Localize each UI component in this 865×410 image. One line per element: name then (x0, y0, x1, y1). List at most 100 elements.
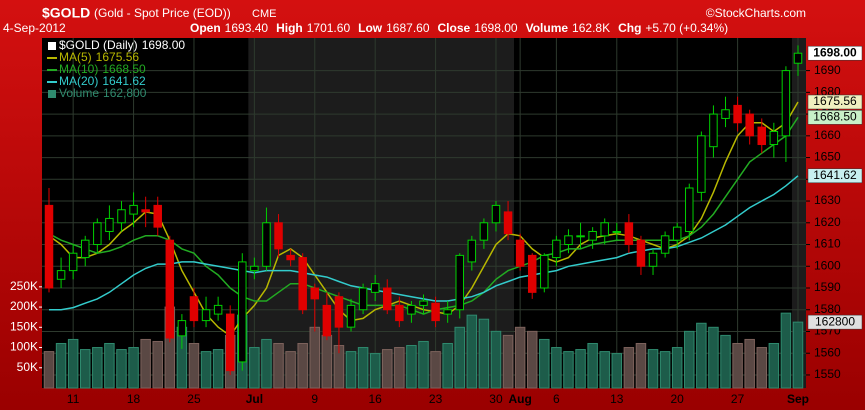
legend-value: 1668.50 (102, 62, 146, 76)
candle-body (346, 304, 356, 328)
volume-bar (780, 312, 792, 389)
legend-swatch (48, 42, 56, 50)
candle-body (407, 304, 416, 315)
volume-bar (309, 326, 321, 389)
value-tag (807, 110, 863, 125)
volume-bar (369, 353, 381, 389)
candle-body (467, 239, 477, 263)
x-tick-label: Sep (787, 392, 809, 406)
x-tick-label: 18 (127, 392, 141, 406)
volume-bar (249, 347, 260, 389)
x-tick-label: 30 (489, 392, 503, 406)
volume-bar (744, 338, 755, 389)
volume-bar (587, 342, 598, 389)
volume-bar (321, 334, 333, 389)
candle-body (334, 296, 344, 328)
volume-bar (188, 342, 200, 389)
quote-value: 1687.60 (386, 21, 430, 35)
volume-bar (539, 338, 550, 389)
candle-body (310, 287, 320, 300)
legend-entry: MA(20) 1641.62 (59, 74, 146, 88)
volume-bar (720, 334, 731, 389)
volume-bar (418, 340, 429, 389)
candle-body (564, 235, 573, 246)
value-tag-label: 1698.00 (813, 45, 857, 59)
volume-bar (563, 351, 574, 389)
value-tag-label: 162800 (815, 314, 855, 328)
y-tick-label: 1660 (814, 128, 841, 142)
candle-body (793, 52, 803, 64)
exchange: CME (252, 8, 276, 20)
quote-label: High (276, 21, 303, 35)
candle-body (177, 320, 187, 337)
legend-value: 162,800 (103, 86, 147, 100)
candle-body (552, 239, 561, 259)
candle-body (491, 204, 501, 224)
legend-entry: MA(10) 1668.50 (59, 62, 146, 76)
volume-bar (67, 338, 79, 389)
volume-bar (756, 347, 768, 389)
candle-body (225, 313, 235, 372)
candle-body (68, 252, 78, 272)
candle-body (141, 209, 150, 213)
volume-bar (79, 349, 91, 389)
volume-bar (345, 351, 357, 389)
candle-body (781, 70, 791, 137)
volume-bar (454, 326, 465, 389)
volume-bar (261, 338, 272, 389)
candle-body (697, 135, 706, 193)
candle-body (105, 217, 114, 232)
volume-bar (212, 349, 224, 389)
chart-subtitle: (Gold - Spot Price (EOD)) (94, 6, 231, 20)
candle-body (685, 187, 694, 232)
volume-bar (792, 321, 804, 389)
legend-value: 1641.62 (102, 74, 146, 88)
candle-body (322, 304, 332, 337)
volume-bar (430, 351, 441, 389)
candle-body (757, 126, 767, 146)
candle-body (588, 230, 597, 241)
legend-value: 1698.00 (142, 38, 186, 52)
month-band (514, 38, 792, 388)
x-tick-label: 20 (671, 392, 685, 406)
volume-bar (406, 345, 417, 389)
candle-body (540, 254, 549, 289)
x-tick-label: 25 (187, 392, 201, 406)
candle-body (201, 309, 211, 322)
value-tag (807, 314, 863, 330)
candle-body (431, 302, 440, 322)
volume-bar (490, 330, 502, 389)
legend-name: $GOLD (Daily) (59, 38, 138, 52)
volume-bar (104, 342, 115, 389)
candle-body (274, 222, 283, 250)
volume-bar (478, 318, 490, 389)
value-tag-label: 1675.56 (813, 94, 857, 108)
last-value-tags: 1698.00 1675.56 1668.50 1641.62 162800 (807, 45, 863, 330)
volume-bar (200, 351, 212, 389)
y-tick-label: 1560 (814, 345, 841, 359)
x-tick-label: Jul (246, 392, 263, 406)
candle-body (769, 130, 779, 146)
volume-bar (635, 342, 647, 389)
volume-bar (442, 342, 453, 389)
candle-body (238, 261, 247, 363)
quote-value: 1701.60 (307, 21, 351, 35)
candle-body (262, 222, 271, 267)
volume-bar (684, 330, 695, 389)
volume-bar (659, 351, 671, 389)
candle-body (612, 230, 622, 233)
axes: 1550156015701580159016001610162016301640… (10, 63, 841, 406)
volume-bar (140, 338, 151, 389)
volume-bar (502, 334, 514, 389)
chart-title: $GOLD (42, 5, 90, 21)
candle-body (672, 226, 682, 241)
y-tick-label: 1590 (814, 280, 841, 294)
quote-label: Volume (526, 21, 569, 35)
volume-bar (466, 314, 478, 389)
candle-body (624, 222, 634, 246)
legend-name: MA(20) (59, 74, 98, 88)
month-band (791, 38, 806, 388)
candle-body (745, 113, 754, 137)
volume-bar (55, 342, 67, 389)
